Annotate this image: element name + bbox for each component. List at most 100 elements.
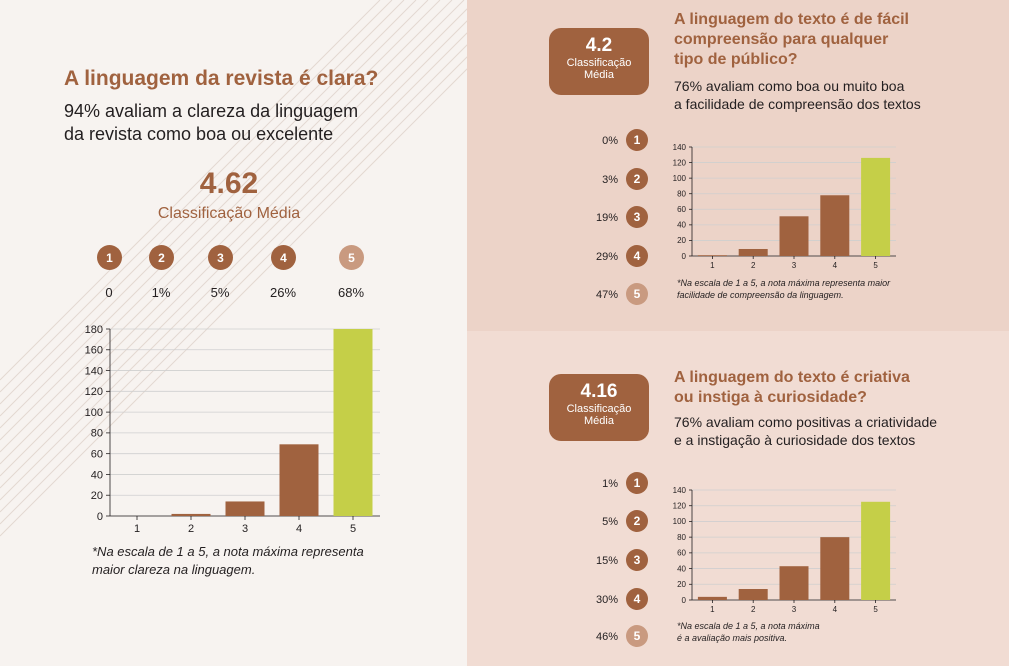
y-tick-label: 20 <box>91 490 103 502</box>
x-tick-label: 5 <box>873 261 878 270</box>
left-percent-4: 26% <box>269 285 297 300</box>
x-tick-label: 3 <box>792 261 797 270</box>
top-right-percent-1: 0% <box>602 135 618 147</box>
y-tick-label: 60 <box>677 549 686 558</box>
left-subtitle-line1: 94% avaliam a clareza da linguagem <box>64 101 359 121</box>
bottom-right-score-badge: 4.16 Classificação Média <box>549 374 649 441</box>
top-right-title-line3: tipo de público? <box>674 51 798 68</box>
x-tick-label: 2 <box>751 261 756 270</box>
left-subtitle-line2: da revista como boa ou excelente <box>64 124 334 144</box>
bar-3 <box>225 501 265 516</box>
top-right-percent-4: 29% <box>595 251 618 263</box>
y-tick-label: 140 <box>673 143 687 152</box>
level-5-circle: 5 <box>339 245 364 270</box>
bottom-right-note-line1: *Na escala de 1 a 5, a nota máxima <box>677 621 820 631</box>
top-right-subtitle-line2: a facilidade de compreensão dos textos <box>674 96 921 112</box>
x-tick-label: 2 <box>188 523 194 535</box>
x-tick-label: 1 <box>710 605 715 614</box>
top-right-bar-chart: 0 20 40 60 80 100 120 140 1 2 3 4 5 <box>673 143 896 270</box>
bottom-right-percent-2: 5% <box>602 516 618 528</box>
x-tick-label: 4 <box>833 605 838 614</box>
y-tick-label: 60 <box>677 205 686 214</box>
bar-5 <box>333 329 373 516</box>
bottom-right-subtitle-line1: 76% avaliam como positivas a criatividad… <box>674 414 938 430</box>
y-tick-label: 0 <box>97 511 103 523</box>
x-tick-label: 1 <box>134 523 140 535</box>
bar-2 <box>171 513 211 516</box>
bottom-right-bar-chart: 0 20 40 60 80 100 120 140 1 2 3 4 5 <box>673 486 896 614</box>
left-note-line1: *Na escala de 1 a 5, a nota máxima repre… <box>92 544 364 559</box>
y-tick-label: 120 <box>673 502 687 511</box>
y-tick-label: 80 <box>677 190 686 199</box>
bottom-right-level-2-circle: 2 <box>626 510 648 532</box>
left-score: 4.62 <box>199 167 259 200</box>
y-tick-label: 160 <box>85 345 103 357</box>
top-right-title-line2: compreensão para qualquer <box>674 31 889 48</box>
bar-4 <box>279 444 319 516</box>
y-tick-label: 120 <box>673 158 687 167</box>
y-tick-label: 100 <box>673 174 687 183</box>
bottom-right-percent-1: 1% <box>602 478 618 490</box>
top-right-percent-2: 3% <box>602 174 618 186</box>
y-tick-label: 100 <box>673 517 687 526</box>
y-tick-label: 100 <box>85 407 103 419</box>
x-tick-label: 4 <box>296 523 302 535</box>
bottom-right-title-line2: ou instiga à curiosidade? <box>674 389 867 406</box>
left-percent-1: 0 <box>105 285 113 300</box>
top-right-score: 4.2 <box>585 35 613 56</box>
bar-5 <box>861 501 891 600</box>
bottom-right-score-label-2: Média <box>584 415 614 427</box>
x-tick-label: 1 <box>710 261 715 270</box>
y-tick-label: 60 <box>91 449 103 461</box>
y-tick-label: 20 <box>677 580 686 589</box>
y-tick-label: 120 <box>85 386 103 398</box>
top-right-percent-3: 19% <box>595 212 618 224</box>
bottom-right-percent-3: 15% <box>595 555 618 567</box>
y-tick-label: 80 <box>91 428 103 440</box>
top-right-level-5-circle: 5 <box>626 283 648 305</box>
left-note-line2: maior clareza na linguagem. <box>92 562 256 577</box>
bottom-right-level-5-circle: 5 <box>626 625 648 647</box>
bar-5 <box>861 157 891 256</box>
bar-3 <box>779 566 809 600</box>
bar-1 <box>697 255 727 256</box>
x-tick-label: 3 <box>792 605 797 614</box>
left-percent-2: 1% <box>151 285 171 300</box>
left-panel <box>0 0 467 666</box>
bottom-right-note-line2: é a avaliação mais positiva. <box>677 633 788 643</box>
bar-2 <box>738 589 768 600</box>
y-tick-label: 140 <box>85 365 103 377</box>
x-tick-label: 5 <box>350 523 356 535</box>
decorative-stripes <box>0 0 467 537</box>
left-percent-3: 5% <box>210 285 230 300</box>
x-tick-label: 2 <box>751 605 756 614</box>
y-tick-label: 0 <box>682 596 687 605</box>
y-tick-label: 40 <box>677 221 686 230</box>
bottom-right-level-1-circle: 1 <box>626 472 648 494</box>
bottom-right-title-line1: A linguagem do texto é criativa <box>674 369 910 386</box>
top-right-percent-5: 47% <box>595 289 618 301</box>
top-right-score-label-2: Média <box>584 69 614 81</box>
y-tick-label: 0 <box>682 252 687 261</box>
y-tick-label: 20 <box>677 236 686 245</box>
bottom-right-score: 4.16 <box>580 381 618 402</box>
bottom-right-percent-4: 30% <box>595 594 618 606</box>
left-title: A linguagem da revista é clara? <box>64 67 379 90</box>
level-4-circle: 4 <box>271 245 296 270</box>
level-3-circle: 3 <box>208 245 233 270</box>
y-tick-label: 40 <box>677 564 686 573</box>
bottom-right-subtitle-line2: e a instigação à curiosidade dos textos <box>674 432 916 448</box>
level-2-circle: 2 <box>149 245 174 270</box>
top-right-title-line1: A linguagem do texto é de fácil <box>674 11 909 28</box>
bar-2 <box>738 248 768 256</box>
top-right-score-badge: 4.2 Classificação Média <box>549 28 649 95</box>
bottom-right-score-label-1: Classificação <box>566 403 632 415</box>
left-score-label: Classificação Média <box>157 205 301 222</box>
top-right-level-2-circle: 2 <box>626 168 648 190</box>
bar-4 <box>820 537 850 600</box>
left-bar-chart: 0 20 40 60 80 100 120 140 160 180 1 2 3 4 5 <box>85 324 380 535</box>
top-right-note-line2: facilidade de compreensão da linguagem. <box>677 290 844 300</box>
bar-1 <box>697 596 727 600</box>
bottom-right-percent-5: 46% <box>595 631 618 643</box>
x-tick-label: 5 <box>873 605 878 614</box>
